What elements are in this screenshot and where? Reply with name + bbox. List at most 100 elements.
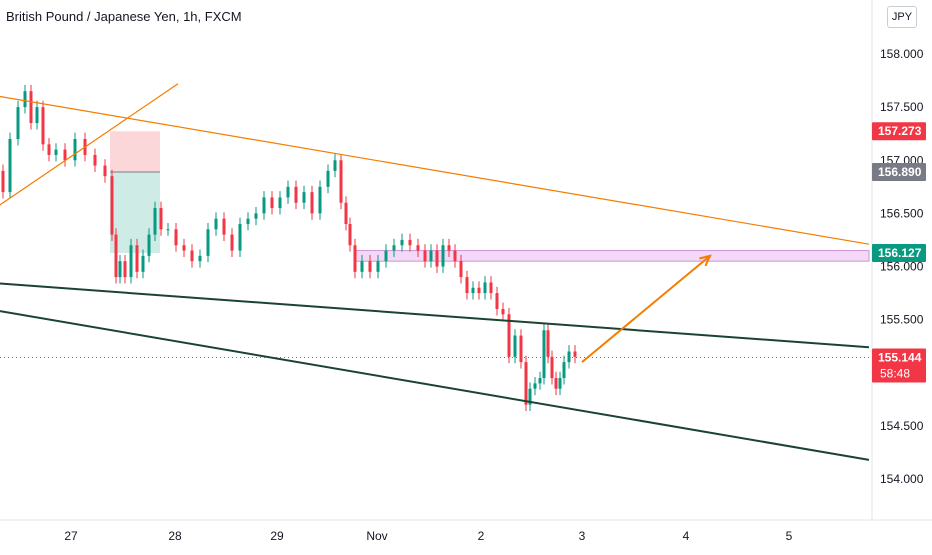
candle-body — [8, 139, 12, 193]
candle-body — [93, 154, 97, 166]
candle-body — [246, 218, 250, 224]
candle-body — [238, 224, 242, 251]
candle-body — [174, 229, 178, 246]
candle-body — [353, 245, 357, 272]
candle-body — [23, 91, 27, 108]
candle-body — [573, 351, 577, 357]
price-label: 156.890 — [878, 165, 922, 179]
stop-loss-zone — [110, 131, 160, 172]
candle-body — [501, 309, 505, 315]
candle-body — [147, 234, 151, 256]
candle-body — [558, 378, 562, 389]
y-tick-label: 154.000 — [880, 472, 924, 486]
price-label-badge — [872, 244, 926, 263]
candle-body — [339, 160, 343, 203]
take-profit-zone — [110, 171, 160, 254]
candle-body — [206, 229, 210, 256]
chart-title: British Pound / Japanese Yen, 1h, FXCM — [6, 9, 242, 24]
candle-body — [318, 186, 322, 214]
projection-arrow — [581, 255, 711, 363]
candle-body — [453, 250, 457, 262]
rising-line — [0, 83, 179, 206]
candle-body — [392, 245, 396, 251]
candle-body — [333, 160, 337, 171]
candle-body — [465, 277, 469, 294]
lower-channel-top — [0, 282, 870, 349]
x-tick-label: 4 — [683, 529, 690, 543]
candle-body — [368, 261, 372, 272]
candle-body — [567, 351, 571, 363]
y-tick-label: 156.000 — [880, 260, 924, 274]
candle-body — [254, 213, 258, 219]
candle-body — [423, 250, 427, 262]
candle-body — [103, 165, 107, 177]
candle-body — [519, 335, 523, 363]
candle-body — [129, 245, 133, 278]
candle-body — [153, 208, 157, 235]
candle-body — [123, 261, 127, 278]
candle-body — [348, 224, 352, 246]
candle-body — [270, 197, 274, 209]
candle-body — [135, 245, 139, 272]
x-tick-label: 27 — [64, 529, 78, 543]
candle-body — [63, 149, 67, 161]
price-label: 157.273 — [878, 124, 922, 138]
candle-body — [110, 176, 114, 235]
y-tick-label: 158.000 — [880, 47, 924, 61]
candle-body — [471, 287, 475, 294]
x-tick-label: Nov — [366, 529, 387, 543]
candle-body — [483, 282, 487, 294]
candle-body — [141, 255, 145, 272]
candle-body — [528, 388, 532, 405]
candle-body — [447, 245, 451, 251]
price-label-badge — [872, 162, 926, 181]
candle-body — [16, 107, 20, 139]
candle-body — [198, 255, 202, 262]
candle-body — [538, 378, 542, 384]
candle-body — [384, 250, 388, 262]
y-tick-label: 154.500 — [880, 419, 924, 433]
candle-body — [546, 330, 550, 357]
candle-body — [1, 170, 5, 193]
candle-body — [554, 378, 558, 389]
candle-body — [562, 362, 566, 379]
y-tick-label: 155.500 — [880, 313, 924, 327]
candle-body — [408, 239, 412, 246]
candle-body — [477, 287, 481, 294]
candle-body — [214, 218, 218, 230]
y-tick-label: 156.500 — [880, 206, 924, 220]
candle-body — [441, 245, 445, 267]
candle-body — [114, 234, 118, 278]
currency-selector-button[interactable]: JPY — [887, 6, 917, 28]
candle-body — [294, 186, 298, 203]
candle-body — [344, 202, 348, 224]
candle-body — [166, 229, 170, 231]
candle-body — [524, 362, 528, 405]
candle-body — [47, 144, 51, 155]
candle-body — [435, 250, 439, 267]
candle-body — [190, 250, 194, 262]
y-tick-label: 157.500 — [880, 100, 924, 114]
candle-body — [302, 192, 306, 203]
lower-channel-bottom — [0, 310, 870, 461]
candle-body — [459, 261, 463, 278]
countdown-label: 58:48 — [880, 366, 910, 380]
candle-body — [262, 197, 266, 214]
price-label-badge — [872, 348, 926, 383]
candle-body — [41, 107, 45, 145]
candle-body — [159, 208, 163, 230]
candle-body — [54, 149, 58, 155]
x-tick-label: 2 — [478, 529, 485, 543]
candle-body — [118, 261, 122, 278]
candle-body — [326, 170, 330, 187]
projection-arrow-head — [699, 254, 712, 267]
candle-body — [73, 139, 77, 161]
candle-body — [495, 293, 499, 309]
candle-body — [533, 383, 537, 389]
x-tick-label: 28 — [168, 529, 182, 543]
candle-body — [376, 261, 380, 272]
candle-body — [278, 197, 282, 209]
candle-body — [416, 245, 420, 251]
